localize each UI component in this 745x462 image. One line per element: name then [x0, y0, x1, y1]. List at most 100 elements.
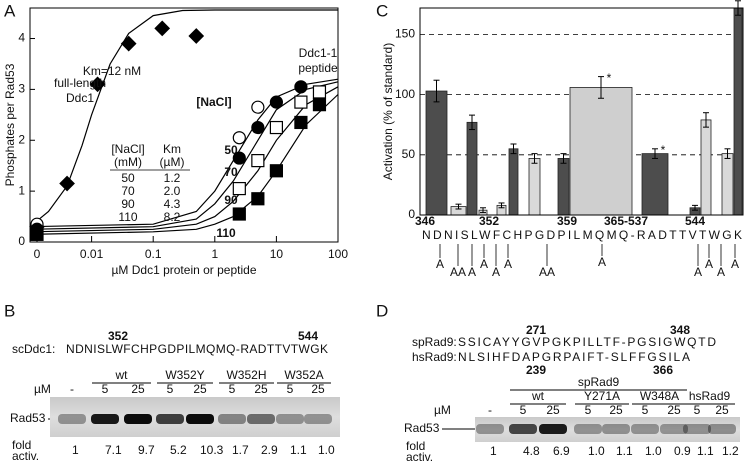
data-point — [269, 164, 283, 178]
table-cell: 110 — [118, 210, 137, 224]
y-tick-label: 4 — [18, 31, 25, 45]
bar — [569, 87, 633, 216]
significance-mark: * — [661, 143, 666, 157]
concentration-label: 5 — [520, 403, 527, 417]
concentration-label: 25 — [193, 382, 207, 396]
data-point — [120, 35, 137, 52]
concentration-label: 5 — [167, 382, 174, 396]
concentration-label: 25 — [715, 403, 729, 417]
fit-curve — [29, 9, 338, 228]
plot-frame — [29, 7, 339, 243]
gel-band — [218, 414, 246, 424]
residue-number: 366 — [653, 363, 673, 377]
concentration-label: 25 — [311, 382, 325, 396]
data-point — [251, 192, 265, 206]
data-point — [251, 154, 265, 168]
gel-band — [276, 414, 304, 424]
panel-label: B — [4, 301, 15, 320]
concentration-label: 25 — [131, 382, 145, 396]
data-point — [294, 95, 308, 109]
substitution: A — [598, 255, 606, 269]
sequence: NDNISLWFCHPGDPILMQMQ-RADTTVTWGK — [66, 342, 328, 356]
gel-band — [304, 414, 332, 424]
group-label: hsRad9 — [689, 389, 731, 403]
gel-band — [476, 424, 504, 434]
fold-value: 6.9 — [553, 444, 570, 458]
sequence-name: hsRad9: — [412, 350, 457, 364]
data-point — [188, 28, 205, 44]
x-tick-label: 0.01 — [80, 247, 104, 261]
control-label: - — [70, 382, 74, 396]
fold-label: fold — [406, 439, 425, 453]
table-header: (mM) — [114, 155, 142, 169]
bar — [641, 153, 669, 216]
substitution: A — [492, 265, 500, 279]
gel-band — [631, 424, 659, 434]
sequence: NDNISLWFCHPGDPILMQMQ-RADTTVTWGK — [422, 228, 742, 242]
residue-number: 239 — [526, 363, 546, 377]
plot-frame — [419, 7, 744, 216]
y-tick-label: 2 — [18, 132, 25, 146]
table-header: [NaCl] — [111, 142, 144, 156]
x-tick-label: 10 — [270, 247, 284, 261]
table-cell: 70 — [121, 184, 135, 198]
residue-number: 352 — [479, 214, 499, 228]
data-point — [232, 181, 246, 196]
table-cell: 8.2 — [164, 210, 181, 224]
data-point — [251, 120, 265, 135]
concentration-label: 5 — [642, 403, 649, 417]
fold-value: 0.9 — [674, 444, 691, 458]
substitution: A — [504, 257, 512, 271]
table-cell: 2.0 — [164, 184, 181, 198]
data-point — [89, 76, 106, 93]
y-tick-label: 0 — [408, 207, 415, 221]
panel-label: A — [4, 1, 16, 20]
fold-value: 1.0 — [318, 443, 335, 457]
y-axis-label: Activation (% of standard) — [381, 43, 395, 180]
band-label: Rad53 — [404, 421, 440, 435]
sequence: SSICAYYGVPGKPILLTF-PGSIGWQTD — [458, 335, 716, 349]
fold-label: activ. — [406, 450, 433, 462]
fold-value: 7.1 — [105, 443, 122, 457]
concentration-label: 5 — [229, 382, 236, 396]
fold-value: 10.3 — [200, 443, 224, 457]
table-cell: 1.2 — [164, 171, 181, 185]
residue-number: 359 — [557, 214, 577, 228]
group-label: Y271A — [584, 389, 620, 403]
annotation: [NaCl] — [196, 95, 231, 109]
residue-number: 544 — [298, 329, 318, 343]
group-label: W352H — [226, 368, 266, 382]
data-point — [232, 151, 246, 165]
bar — [700, 119, 712, 216]
fold-value: 4.8 — [523, 444, 540, 458]
gel-band — [574, 424, 602, 434]
gel-band — [539, 424, 567, 434]
sequence-name: scDdc1: — [12, 342, 55, 356]
gel-band — [58, 414, 86, 424]
bar — [425, 90, 448, 216]
sequence: NLSIHFDAPGRPAIFT-SLFFGSILA — [458, 350, 690, 364]
group-label: W348A — [640, 389, 679, 403]
substitution: A — [468, 265, 476, 279]
data-point — [154, 20, 171, 37]
bar — [721, 153, 734, 216]
band-label: Rad53 — [10, 411, 46, 425]
bar — [528, 158, 541, 216]
substitution: A — [436, 257, 444, 271]
data-point — [59, 175, 75, 192]
y-tick-label: 0 — [18, 234, 25, 248]
substitution: A — [480, 257, 488, 271]
data-point — [312, 98, 327, 112]
bar — [508, 148, 519, 216]
x-axis-label: µM Ddc1 protein or peptide — [112, 263, 257, 277]
curve-label: 90 — [224, 193, 238, 207]
curve-label: 110 — [216, 226, 236, 240]
fold-value: 2.9 — [261, 443, 278, 457]
substitution: A — [705, 257, 713, 271]
x-tick-label: 1 — [211, 247, 218, 261]
concentration-label: 5 — [287, 382, 294, 396]
substitution: AA — [539, 265, 555, 279]
gel-band — [91, 414, 119, 424]
panel-label: D — [376, 301, 388, 320]
